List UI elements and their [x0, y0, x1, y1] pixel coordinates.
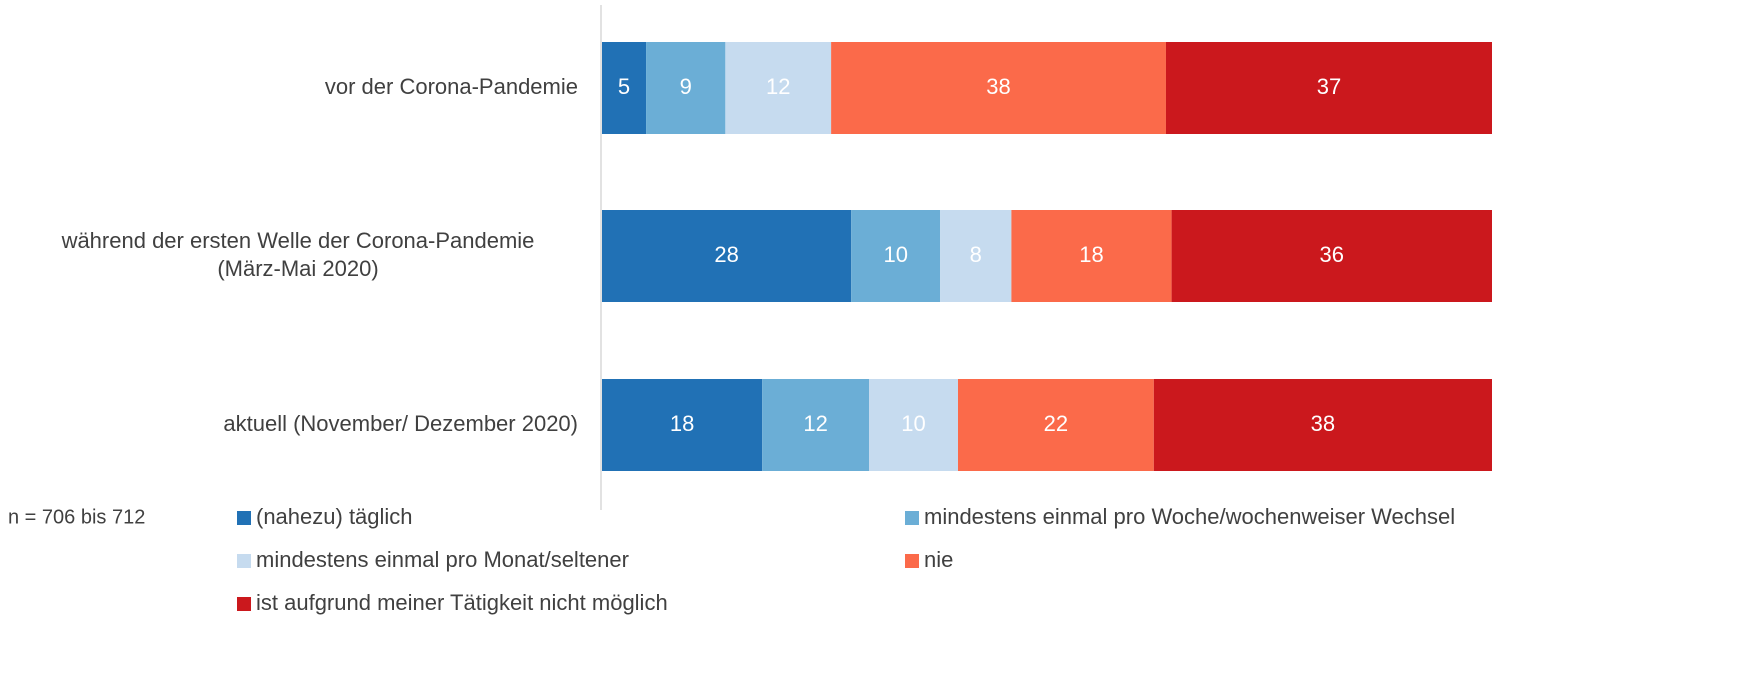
data-label: 28: [714, 242, 738, 267]
category-label: während der ersten Welle der Corona-Pand…: [61, 228, 535, 253]
legend-label: nie: [924, 547, 953, 572]
data-label: 10: [883, 242, 907, 267]
bar-segment: [725, 42, 832, 134]
bar-segment: [762, 379, 869, 471]
data-label: 8: [970, 242, 982, 267]
legend-label: mindestens einmal pro Monat/seltener: [256, 547, 629, 572]
bar-segment: [869, 379, 958, 471]
data-label: 12: [803, 411, 827, 436]
legend-label: (nahezu) täglich: [256, 504, 413, 529]
category-label: aktuell (November/ Dezember 2020): [223, 411, 578, 436]
bar-segment: [1011, 210, 1172, 302]
data-label: 5: [618, 74, 630, 99]
bar-segment: [602, 379, 763, 471]
bar-segment: [1171, 210, 1492, 302]
legend-swatch: [237, 554, 251, 568]
data-label: 37: [1317, 74, 1341, 99]
legend-swatch: [237, 597, 251, 611]
data-label: 18: [670, 411, 694, 436]
data-label: 36: [1320, 242, 1344, 267]
category-label: vor der Corona-Pandemie: [325, 74, 578, 99]
data-label: 38: [986, 74, 1010, 99]
bar-segment: [602, 210, 852, 302]
bar-segment: [851, 210, 941, 302]
data-label: 38: [1311, 411, 1335, 436]
legend-swatch: [905, 554, 919, 568]
bar-segment: [1165, 42, 1492, 134]
data-label: 9: [680, 74, 692, 99]
bar-segment: [602, 42, 647, 134]
legend-swatch: [905, 511, 919, 525]
data-label: 22: [1044, 411, 1068, 436]
bar-segment: [958, 379, 1154, 471]
data-label: 18: [1079, 242, 1103, 267]
data-label: 10: [901, 411, 925, 436]
legend-label: mindestens einmal pro Woche/wochenweiser…: [924, 504, 1455, 529]
legend-label: ist aufgrund meiner Tätigkeit nicht mögl…: [256, 590, 668, 615]
category-label: (März-Mai 2020): [217, 256, 378, 281]
bar-segment: [1153, 379, 1492, 471]
legend-swatch: [237, 511, 251, 525]
bar-segment: [646, 42, 726, 134]
data-label: 12: [766, 74, 790, 99]
bar-segment: [831, 42, 1166, 134]
bar-segment: [940, 210, 1012, 302]
note: n = 706 bis 712: [8, 506, 145, 528]
